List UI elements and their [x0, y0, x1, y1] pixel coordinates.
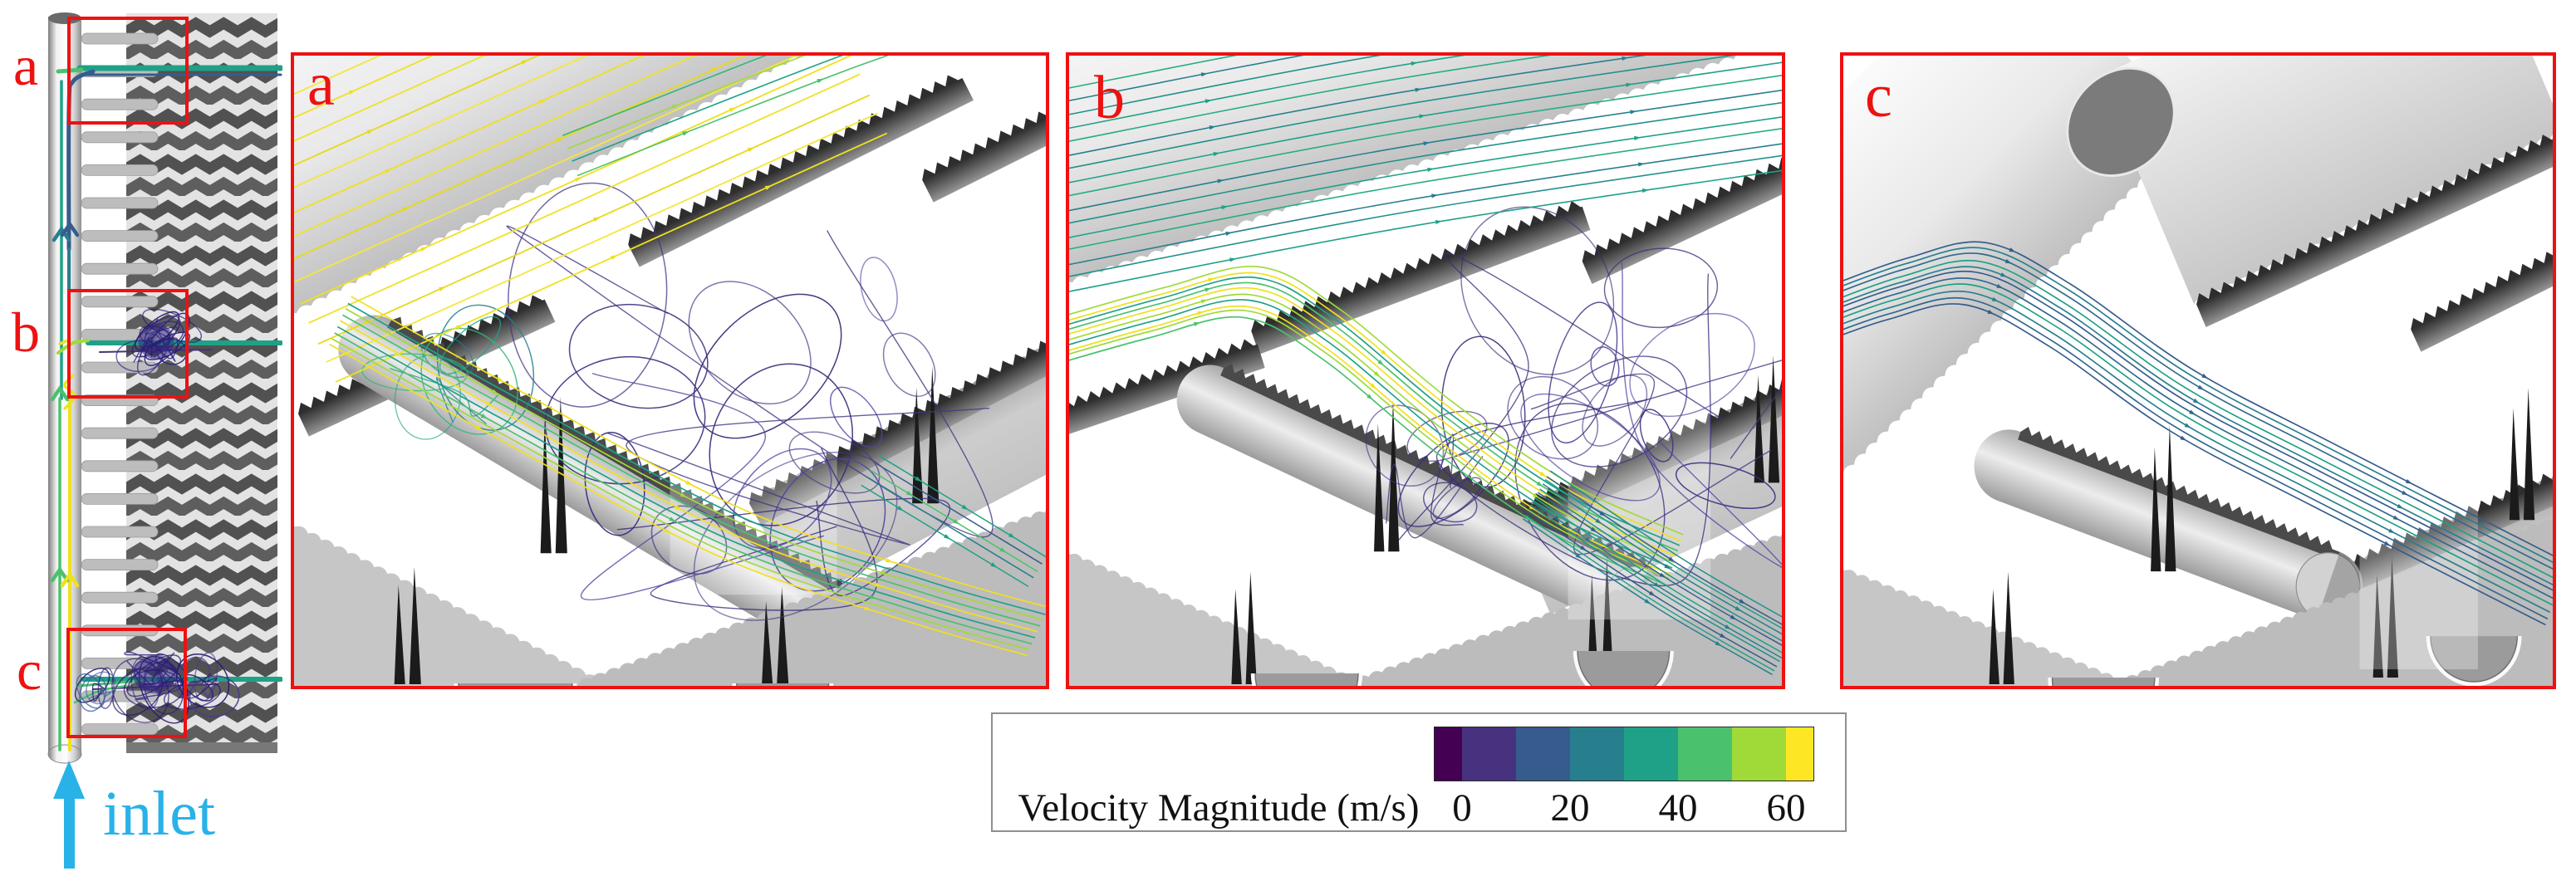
- overview-geometry-diagram: [47, 12, 282, 869]
- overview-region-label-b: b: [12, 301, 40, 364]
- panel-a-label: a: [307, 52, 335, 119]
- inlet-arrow-icon: [53, 761, 85, 869]
- tube-rung: [81, 262, 159, 275]
- colorbar-block-4: [1624, 727, 1678, 781]
- panel-b-closeup: b: [1066, 52, 1785, 689]
- region-box-b: [67, 289, 189, 399]
- tube-rung: [81, 723, 159, 735]
- region-box-c: [66, 628, 187, 738]
- panel-c-closeup: c: [1840, 52, 2556, 689]
- recirculation-swirl: [361, 304, 535, 440]
- panel-b-scene: [1069, 56, 1782, 686]
- colorbar-tick-0: 0: [1452, 786, 1472, 830]
- colorbar-block-5: [1678, 727, 1732, 781]
- tube-rung: [81, 460, 159, 472]
- colorbar-block-7: [1786, 727, 1813, 781]
- tube-rung: [81, 559, 159, 570]
- colorbar-block-0: [1435, 727, 1462, 781]
- recirculation-swirl: [115, 308, 203, 376]
- panel-a-scene: [294, 56, 1046, 686]
- recirculation-swirl: [163, 652, 240, 717]
- tube-rung: [81, 230, 159, 242]
- colorbar-tick-60: 60: [1766, 786, 1806, 830]
- colorbar-block-2: [1516, 727, 1570, 781]
- colorbar-block-1: [1462, 727, 1516, 781]
- tube-rung: [81, 131, 159, 144]
- recirculation-swirl: [1398, 206, 1782, 586]
- panel-a-closeup: a: [291, 52, 1049, 689]
- tube-rung: [81, 526, 159, 538]
- tube-rung: [81, 591, 159, 604]
- tube-rung: [81, 164, 159, 176]
- panel-b-label: b: [1094, 64, 1125, 132]
- tube-rung: [81, 361, 159, 374]
- overview-region-label-a: a: [13, 34, 39, 97]
- velocity-colorbar: Velocity Magnitude (m/s) 0 20 40 60: [991, 712, 1847, 832]
- recirculation-swirl: [74, 667, 117, 712]
- region-box-a: [67, 17, 189, 125]
- tube-rung: [81, 98, 159, 110]
- tube-rung: [81, 296, 159, 308]
- overview-region-label-c: c: [17, 639, 42, 702]
- inlet-label: inlet: [103, 779, 216, 849]
- recirculation-swirl: [111, 651, 189, 724]
- tube-rung: [81, 427, 159, 439]
- tube-rung: [81, 197, 159, 209]
- colorbar-tick-20: 20: [1550, 786, 1590, 830]
- colorbar-title: Velocity Magnitude (m/s): [1018, 786, 1420, 830]
- colorbar-tick-40: 40: [1658, 786, 1698, 830]
- tube-rung: [81, 32, 159, 45]
- tube-rung: [81, 493, 159, 505]
- panel-c-scene: [1843, 56, 2553, 686]
- recirculation-swirl: [506, 182, 994, 621]
- colorbar-blocks: [1434, 727, 1814, 781]
- panel-c-label: c: [1865, 62, 1892, 130]
- colorbar-block-6: [1732, 727, 1786, 781]
- colorbar-block-3: [1570, 727, 1624, 781]
